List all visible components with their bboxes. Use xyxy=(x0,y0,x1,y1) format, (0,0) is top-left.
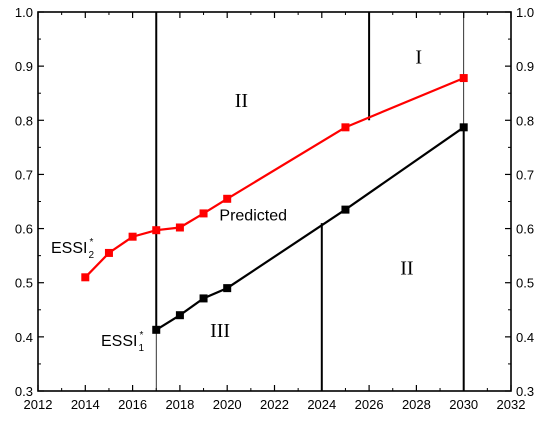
series-label-main: ESSI xyxy=(51,240,87,257)
x-tick-label: 2014 xyxy=(71,397,100,412)
y-tick-label-left: 0.5 xyxy=(15,276,33,291)
x-tick-label: 2026 xyxy=(355,397,384,412)
y-tick-label-left: 0.8 xyxy=(15,113,33,128)
x-tick-label: 2018 xyxy=(165,397,194,412)
x-tick-label: 2032 xyxy=(497,397,526,412)
data-point-marker xyxy=(199,209,208,218)
y-tick-label-right: 0.3 xyxy=(516,384,534,399)
series-label-subscript: 1 xyxy=(138,343,144,354)
data-point-marker xyxy=(152,325,161,334)
axis-ticks: 2012 2014 2016 2018 2020 2022 2024 2026 2028 2030… xyxy=(15,5,534,412)
annotation-region-I: I xyxy=(415,46,422,68)
data-point-marker xyxy=(341,123,350,132)
data-point-marker xyxy=(341,205,350,214)
y-tick-label-right: 0.6 xyxy=(516,222,534,237)
x-tick-label: 2016 xyxy=(118,397,147,412)
y-tick-label-left: 0.3 xyxy=(15,384,33,399)
series-label-superscript: * xyxy=(139,330,143,341)
y-tick-label-right: 0.5 xyxy=(516,276,534,291)
series-label-subscript: 2 xyxy=(88,250,94,261)
annotation-region-III: III xyxy=(210,320,230,342)
series-labels: ESSI 2*ESSI 1* xyxy=(51,237,144,354)
y-tick-label-right: 0.7 xyxy=(516,167,534,182)
data-point-marker xyxy=(459,123,468,132)
y-tick-label-left: 0.6 xyxy=(15,222,33,237)
data-point-marker xyxy=(152,226,161,235)
x-tick-label: 2020 xyxy=(213,397,242,412)
x-tick-label: 2024 xyxy=(307,397,336,412)
y-tick-label-left: 0.9 xyxy=(15,59,33,74)
data-series xyxy=(81,74,468,334)
data-point-marker xyxy=(104,248,113,257)
data-point-marker xyxy=(128,232,137,241)
series-label-superscript: * xyxy=(89,237,93,248)
y-tick-label-left: 1.0 xyxy=(15,5,33,20)
data-point-marker xyxy=(459,74,468,83)
annotation-predicted: Predicted xyxy=(219,207,287,224)
region-divider-lines xyxy=(155,12,465,391)
data-point-marker xyxy=(223,284,232,293)
data-point-marker xyxy=(199,294,208,303)
chart-background xyxy=(38,12,511,391)
y-tick-label-left: 0.4 xyxy=(15,330,33,345)
series-label-essi-1: ESSI 1 * xyxy=(101,330,144,354)
y-tick-label-right: 0.4 xyxy=(516,330,534,345)
y-tick-label-right: 1.0 xyxy=(516,5,534,20)
y-tick-label-right: 0.9 xyxy=(516,59,534,74)
data-point-marker xyxy=(223,194,232,203)
series-label-main: ESSI xyxy=(101,333,137,350)
x-tick-label: 2022 xyxy=(260,397,289,412)
x-tick-label: 2012 xyxy=(24,397,53,412)
y-tick-label-left: 0.7 xyxy=(15,167,33,182)
series-label-essi-2: ESSI 2 * xyxy=(51,237,94,261)
x-tick-label: 2028 xyxy=(402,397,431,412)
y-tick-label-right: 0.8 xyxy=(516,113,534,128)
annotation-region-II-bottom: II xyxy=(400,258,413,280)
data-point-marker xyxy=(175,311,184,320)
x-tick-label: 2030 xyxy=(449,397,478,412)
plot-area xyxy=(38,12,511,391)
annotation-region-II-top: II xyxy=(235,90,248,112)
data-point-marker xyxy=(175,223,184,232)
data-point-marker xyxy=(81,273,90,282)
